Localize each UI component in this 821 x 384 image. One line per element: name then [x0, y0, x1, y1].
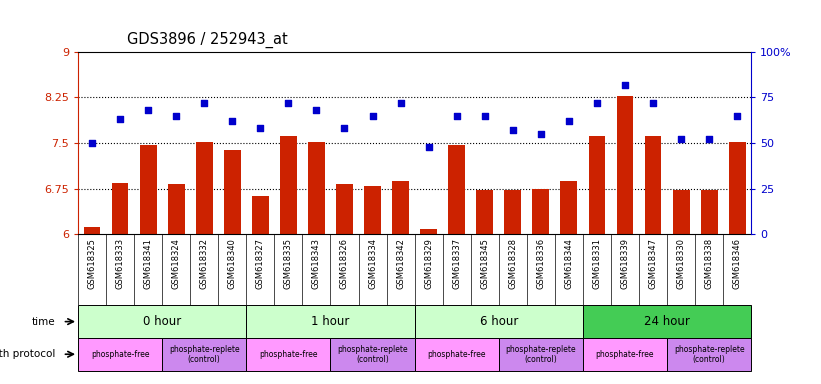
Text: time: time — [32, 316, 56, 327]
Bar — [415, 338, 499, 371]
Bar — [167, 184, 185, 234]
Point — [450, 113, 463, 119]
Text: GSM618337: GSM618337 — [452, 238, 461, 289]
Point — [675, 136, 688, 142]
Bar — [78, 338, 163, 371]
Point — [141, 107, 154, 113]
Text: GSM618335: GSM618335 — [284, 238, 293, 289]
Bar — [196, 142, 213, 234]
Bar — [224, 151, 241, 234]
Point — [507, 127, 520, 133]
Point — [422, 144, 435, 150]
Point — [113, 116, 126, 122]
Point — [338, 126, 351, 132]
Text: GDS3896 / 252943_at: GDS3896 / 252943_at — [127, 32, 288, 48]
Bar — [84, 227, 100, 234]
Text: GSM618329: GSM618329 — [424, 238, 433, 289]
Bar — [280, 136, 297, 234]
Text: 6 hour: 6 hour — [479, 315, 518, 328]
Point — [366, 113, 379, 119]
Bar — [533, 189, 549, 234]
Text: GSM618343: GSM618343 — [312, 238, 321, 289]
Text: GSM618341: GSM618341 — [144, 238, 153, 289]
Point — [534, 131, 548, 137]
Text: GSM618334: GSM618334 — [368, 238, 377, 289]
Point — [478, 113, 491, 119]
Bar — [561, 181, 577, 234]
Text: phosphate-free: phosphate-free — [596, 350, 654, 359]
Text: GSM618332: GSM618332 — [200, 238, 209, 289]
Bar — [667, 338, 751, 371]
Text: phosphate-free: phosphate-free — [91, 350, 149, 359]
Text: 24 hour: 24 hour — [644, 315, 690, 328]
Bar — [504, 190, 521, 234]
Text: 1 hour: 1 hour — [311, 315, 350, 328]
Text: GSM618331: GSM618331 — [593, 238, 602, 289]
Bar — [308, 142, 325, 234]
Text: GSM618346: GSM618346 — [732, 238, 741, 289]
Point — [590, 100, 603, 106]
Bar — [589, 136, 605, 234]
Point — [703, 136, 716, 142]
Bar — [336, 184, 353, 234]
Bar — [246, 305, 415, 338]
Bar — [448, 145, 466, 234]
Text: GSM618330: GSM618330 — [677, 238, 686, 289]
Text: GSM618336: GSM618336 — [536, 238, 545, 289]
Text: GSM618345: GSM618345 — [480, 238, 489, 289]
Text: GSM618338: GSM618338 — [704, 238, 713, 289]
Text: growth protocol: growth protocol — [0, 349, 56, 359]
Point — [85, 140, 99, 146]
Text: GSM618324: GSM618324 — [172, 238, 181, 289]
Text: GSM618342: GSM618342 — [396, 238, 405, 289]
Text: phosphate-free: phosphate-free — [428, 350, 486, 359]
Bar — [78, 305, 246, 338]
Point — [170, 113, 183, 119]
Bar — [644, 136, 662, 234]
Text: GSM618339: GSM618339 — [621, 238, 630, 289]
Text: GSM618327: GSM618327 — [256, 238, 265, 289]
Bar — [583, 338, 667, 371]
Text: phosphate-replete
(control): phosphate-replete (control) — [169, 344, 240, 364]
Bar — [112, 182, 129, 234]
Point — [282, 100, 295, 106]
Bar — [420, 229, 437, 234]
Bar — [701, 190, 718, 234]
Bar — [246, 338, 330, 371]
Bar — [672, 190, 690, 234]
Text: phosphate-replete
(control): phosphate-replete (control) — [506, 344, 576, 364]
Point — [198, 100, 211, 106]
Point — [562, 118, 576, 124]
Text: GSM618344: GSM618344 — [564, 238, 573, 289]
Text: GSM618326: GSM618326 — [340, 238, 349, 289]
Bar — [140, 145, 157, 234]
Text: phosphate-free: phosphate-free — [259, 350, 318, 359]
Text: GSM618333: GSM618333 — [116, 238, 125, 289]
Bar — [163, 338, 246, 371]
Text: GSM618328: GSM618328 — [508, 238, 517, 289]
Point — [731, 113, 744, 119]
Text: 0 hour: 0 hour — [143, 315, 181, 328]
Point — [310, 107, 323, 113]
Text: phosphate-replete
(control): phosphate-replete (control) — [674, 344, 745, 364]
Bar — [617, 96, 634, 234]
Text: phosphate-replete
(control): phosphate-replete (control) — [337, 344, 408, 364]
Bar — [476, 190, 493, 234]
Point — [254, 126, 267, 132]
Text: GSM618325: GSM618325 — [88, 238, 97, 289]
Bar — [499, 338, 583, 371]
Bar — [729, 142, 745, 234]
Bar — [415, 305, 583, 338]
Bar — [365, 185, 381, 234]
Point — [394, 100, 407, 106]
Point — [646, 100, 659, 106]
Text: GSM618347: GSM618347 — [649, 238, 658, 289]
Bar — [252, 196, 268, 234]
Bar — [392, 181, 409, 234]
Point — [226, 118, 239, 124]
Bar — [330, 338, 415, 371]
Bar — [583, 305, 751, 338]
Point — [618, 82, 631, 88]
Text: GSM618340: GSM618340 — [227, 238, 236, 289]
